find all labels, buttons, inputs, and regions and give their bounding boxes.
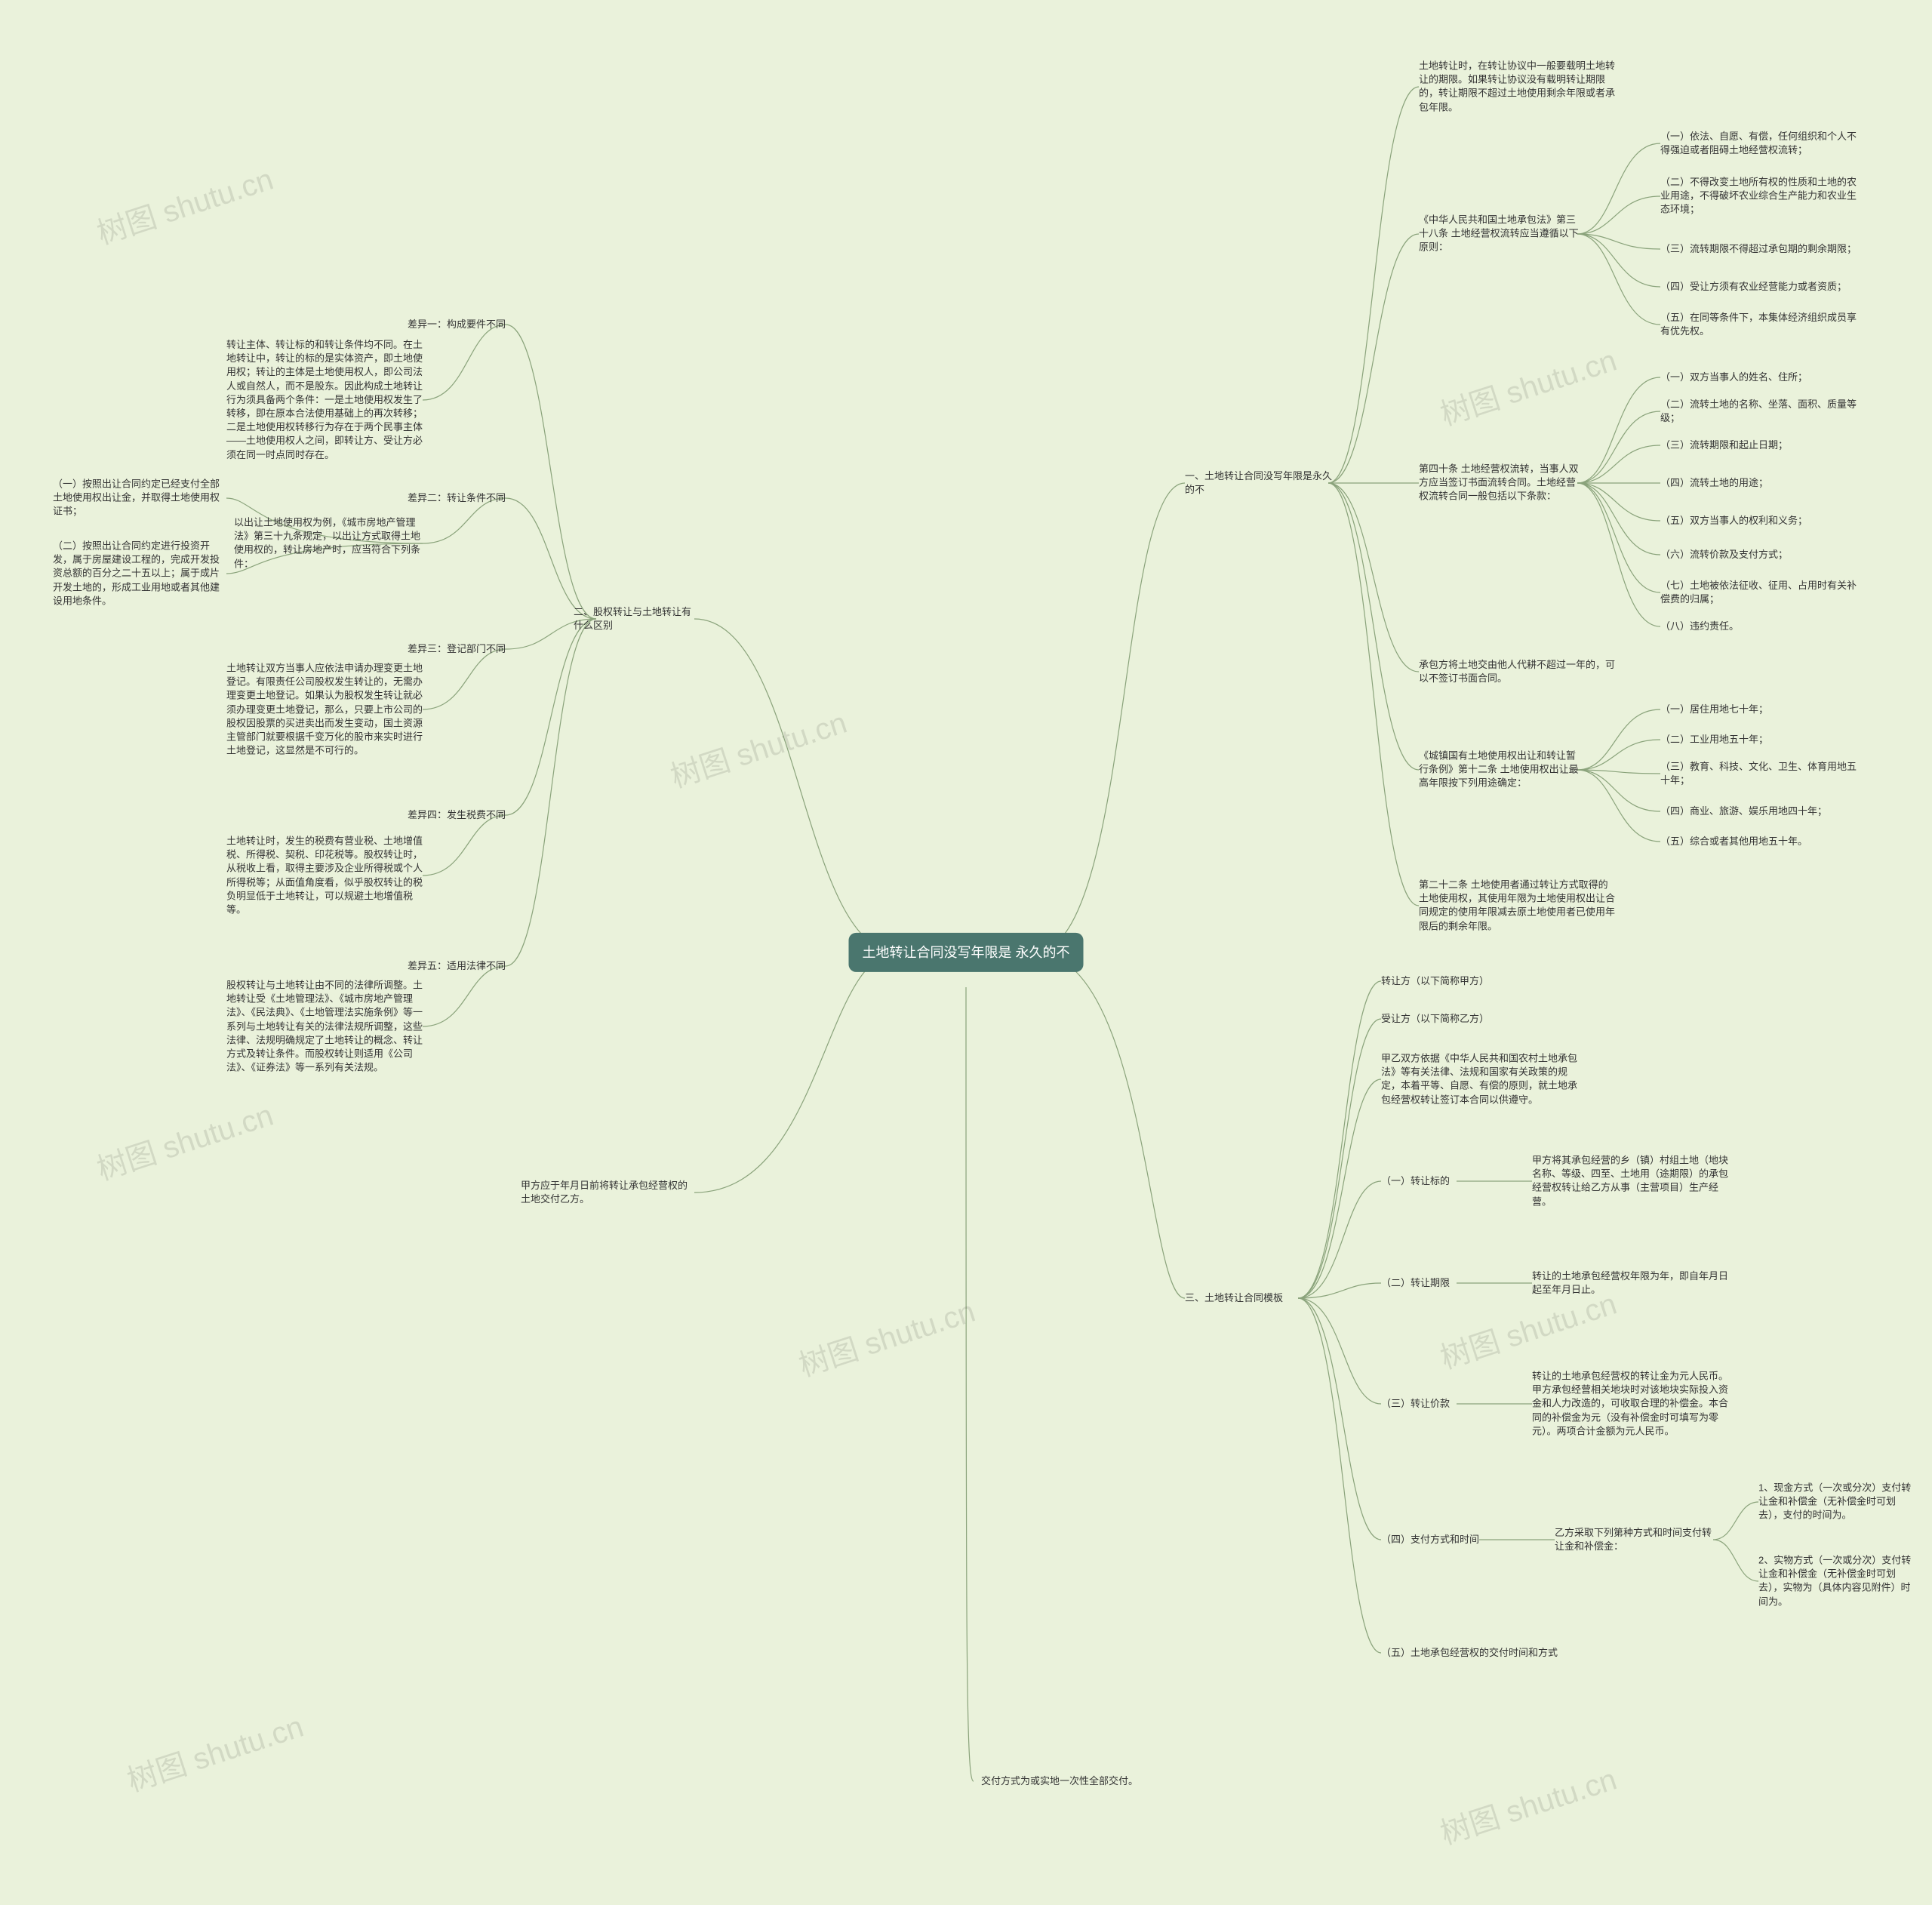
watermark: 树图 shutu.cn	[1434, 1755, 1621, 1853]
s3-i3t: （三）转让价款	[1381, 1397, 1450, 1411]
s2-d5: 股权转让与土地转让由不同的法律所调整。土地转让受《土地管理法》、《城市房地产管理…	[226, 978, 423, 1074]
s1-e-3: （三）教育、科技、文化、卫生、体育用地五十年；	[1660, 760, 1857, 787]
branch-3-title[interactable]: 三、土地转让合同模板	[1185, 1291, 1283, 1305]
s1-b-5: （五）在同等条件下，本集体经济组织成员享有优先权。	[1660, 311, 1857, 338]
s3-i2: 转让的土地承包经营权年限为年，即自年月日起至年月日止。	[1532, 1269, 1728, 1297]
s1-b-1: （一）依法、自愿、有偿，任何组织和个人不得强迫或者阻碍土地经营权流转；	[1660, 130, 1857, 157]
branch-2-title[interactable]: 二、股权转让与土地转让有什么区别	[574, 605, 694, 632]
s3-b: 受让方（以下简称乙方）	[1381, 1012, 1489, 1026]
s2-d1: 转让主体、转让标的和转让条件均不同。在土地转让中，转让的标的是实体资产，即土地使…	[226, 338, 423, 462]
s1-c-5: （五）双方当事人的权利和义务；	[1660, 514, 1807, 528]
s3-a: 转让方（以下简称甲方）	[1381, 974, 1489, 988]
watermark: 树图 shutu.cn	[91, 1091, 278, 1189]
s3-i4t: （四）支付方式和时间	[1381, 1533, 1479, 1546]
s2-d2: 以出让土地使用权为例，《城市房地产管理法》第三十九条规定，以出让方式取得土地使用…	[234, 516, 423, 571]
s1-e-5: （五）综合或者其他用地五十年。	[1660, 835, 1807, 848]
s3-i4: 乙方采取下列第种方式和时间支付转让金和补偿金：	[1555, 1526, 1713, 1553]
s1-f: 第二十二条 土地使用者通过转让方式取得的土地使用权，其使用年限为土地使用权出让合…	[1419, 879, 1615, 934]
watermark: 树图 shutu.cn	[91, 155, 278, 253]
s3-i5t: （五）土地承包经营权的交付时间和方式	[1381, 1646, 1558, 1660]
s1-c-4: （四）流转土地的用途；	[1660, 476, 1768, 490]
s2-d4t: 差异四：发生税费不同	[408, 808, 506, 822]
watermark: 树图 shutu.cn	[792, 1287, 980, 1385]
watermark: 树图 shutu.cn	[121, 1702, 308, 1800]
s3-i2t: （二）转让期限	[1381, 1276, 1450, 1290]
branch-1-title[interactable]: 一、土地转让合同没写年限是永久的不	[1185, 469, 1336, 497]
branch-5[interactable]: 交付方式为或实地一次性全部交付。	[981, 1774, 1138, 1788]
s1-b-3: （三）流转期限不得超过承包期的剩余期限；	[1660, 242, 1857, 256]
s1-b-2: （二）不得改变土地所有权的性质和土地的农业用途，不得破坏农业综合生产能力和农业生…	[1660, 176, 1857, 217]
s1-d: 承包方将土地交由他人代耕不超过一年的，可以不签订书面合同。	[1419, 658, 1615, 685]
s1-e-4: （四）商业、旅游、娱乐用地四十年；	[1660, 805, 1827, 818]
s1-b-4: （四）受让方须有农业经营能力或者资质；	[1660, 280, 1847, 294]
watermark: 树图 shutu.cn	[664, 698, 851, 796]
s1-c-title: 第四十条 土地经营权流转，当事人双方应当签订书面流转合同。土地经营权流转合同一般…	[1419, 463, 1585, 504]
s1-e-2: （二）工业用地五十年；	[1660, 733, 1768, 746]
watermark: 树图 shutu.cn	[1434, 336, 1621, 434]
s1-b-title: 《中华人民共和国土地承包法》第三十八条 土地经营权流转应当遵循以下原则：	[1419, 214, 1585, 255]
s1-e-1: （一）居住用地七十年；	[1660, 703, 1768, 716]
s3-i4b: 2、实物方式（一次或分次）支付转让金和补偿金（无补偿金时可划去），实物为（具体内…	[1758, 1554, 1917, 1609]
s3-i1: 甲方将其承包经营的乡（镇）村组土地（地块名称、等级、四至、土地用（途期限）的承包…	[1532, 1154, 1728, 1209]
s2-d2t: 差异二：转让条件不同	[408, 491, 506, 505]
s2-d2a: （一）按照出让合同约定已经支付全部土地使用权出让金，并取得土地使用权证书；	[53, 478, 226, 519]
s3-i4a: 1、现金方式（一次或分次）支付转让金和补偿金（无补偿金时可划去），支付的时间为。	[1758, 1482, 1917, 1523]
s1-c-3: （三）流转期限和起止日期；	[1660, 439, 1788, 452]
s3-c: 甲乙双方依据《中华人民共和国农村土地承包法》等有关法律、法规和国家有关政策的规定…	[1381, 1052, 1577, 1107]
s2-d2b: （二）按照出让合同约定进行投资开发，属于房屋建设工程的，完成开发投资总额的百分之…	[53, 540, 226, 608]
s2-d1t: 差异一：构成要件不同	[408, 318, 506, 331]
s1-c-8: （八）违约责任。	[1660, 620, 1739, 633]
s3-i1t: （一）转让标的	[1381, 1174, 1450, 1188]
s1-e-title: 《城镇国有土地使用权出让和转让暂行条例》第十二条 土地使用权出让最高年限按下列用…	[1419, 749, 1585, 791]
branch-4[interactable]: 甲方应于年月日前将转让承包经营权的土地交付乙方。	[521, 1179, 694, 1206]
s1-c-6: （六）流转价款及支付方式；	[1660, 548, 1788, 562]
root-node[interactable]: 土地转让合同没写年限是 永久的不	[849, 933, 1084, 972]
mindmap-canvas: 树图 shutu.cn 树图 shutu.cn 树图 shutu.cn 树图 s…	[0, 0, 1932, 1905]
s2-d3: 土地转让双方当事人应依法申请办理变更土地登记。有限责任公司股权发生转让的，无需办…	[226, 661, 423, 757]
s1-c-2: （二）流转土地的名称、坐落、面积、质量等级；	[1660, 398, 1857, 425]
s1-c-7: （七）土地被依法征收、征用、占用时有关补偿费的归属；	[1660, 579, 1857, 606]
s1-c-1: （一）双方当事人的姓名、住所；	[1660, 371, 1807, 384]
s3-i3: 转让的土地承包经营权的转让金为元人民币。甲方承包经营相关地块时对该地块实际投入资…	[1532, 1370, 1728, 1439]
s2-d4: 土地转让时，发生的税费有营业税、土地增值税、所得税、契税、印花税等。股权转让时，…	[226, 834, 423, 916]
s1-a: 土地转让时，在转让协议中一般要载明土地转让的期限。如果转让协议没有载明转让期限的…	[1419, 60, 1615, 115]
s2-d5t: 差异五：适用法律不同	[408, 959, 506, 973]
s2-d3t: 差异三：登记部门不同	[408, 642, 506, 656]
